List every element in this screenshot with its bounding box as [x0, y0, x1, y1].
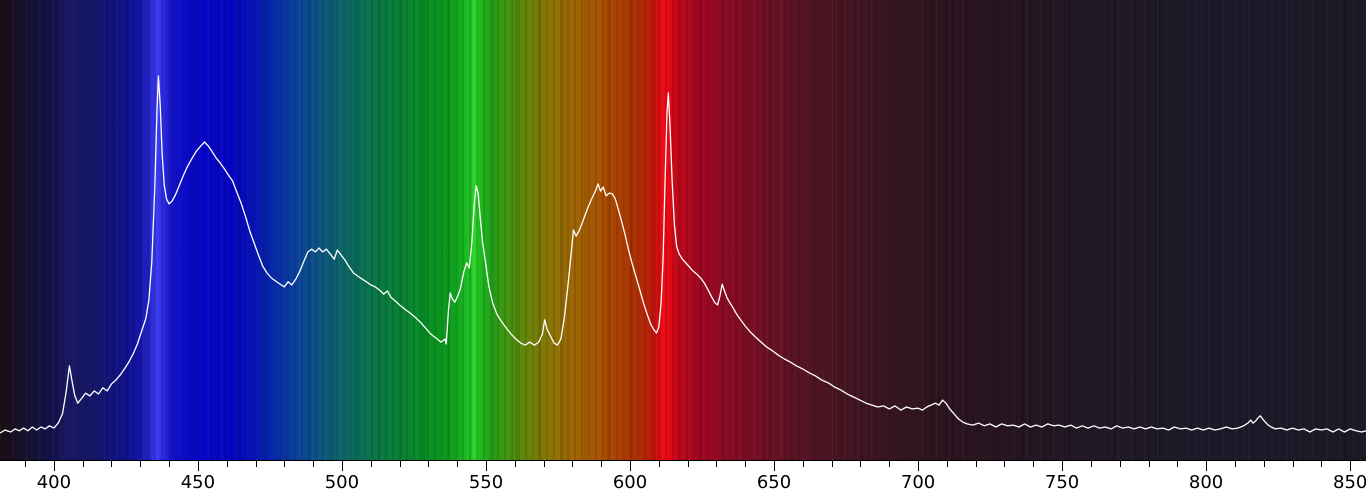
x-tick-label: 550 [469, 472, 503, 493]
intensity-curve-line [0, 75, 1366, 434]
x-tick-label: 750 [1045, 472, 1079, 493]
x-tick-label: 650 [757, 472, 791, 493]
x-axis-labels: 400 450 500 550 600 650 700 750 800 850 [37, 472, 1366, 493]
x-axis [0, 460, 1366, 471]
x-tick-label: 600 [613, 472, 647, 493]
x-tick-label: 400 [37, 472, 71, 493]
x-tick-label: 800 [1189, 472, 1223, 493]
spectrum-background [0, 0, 1366, 460]
intensity-curve [0, 75, 1366, 434]
x-tick-label: 450 [181, 472, 215, 493]
x-tick-label: 700 [901, 472, 935, 493]
x-tick-label: 850 [1333, 472, 1366, 493]
x-tick-label: 500 [325, 472, 359, 493]
